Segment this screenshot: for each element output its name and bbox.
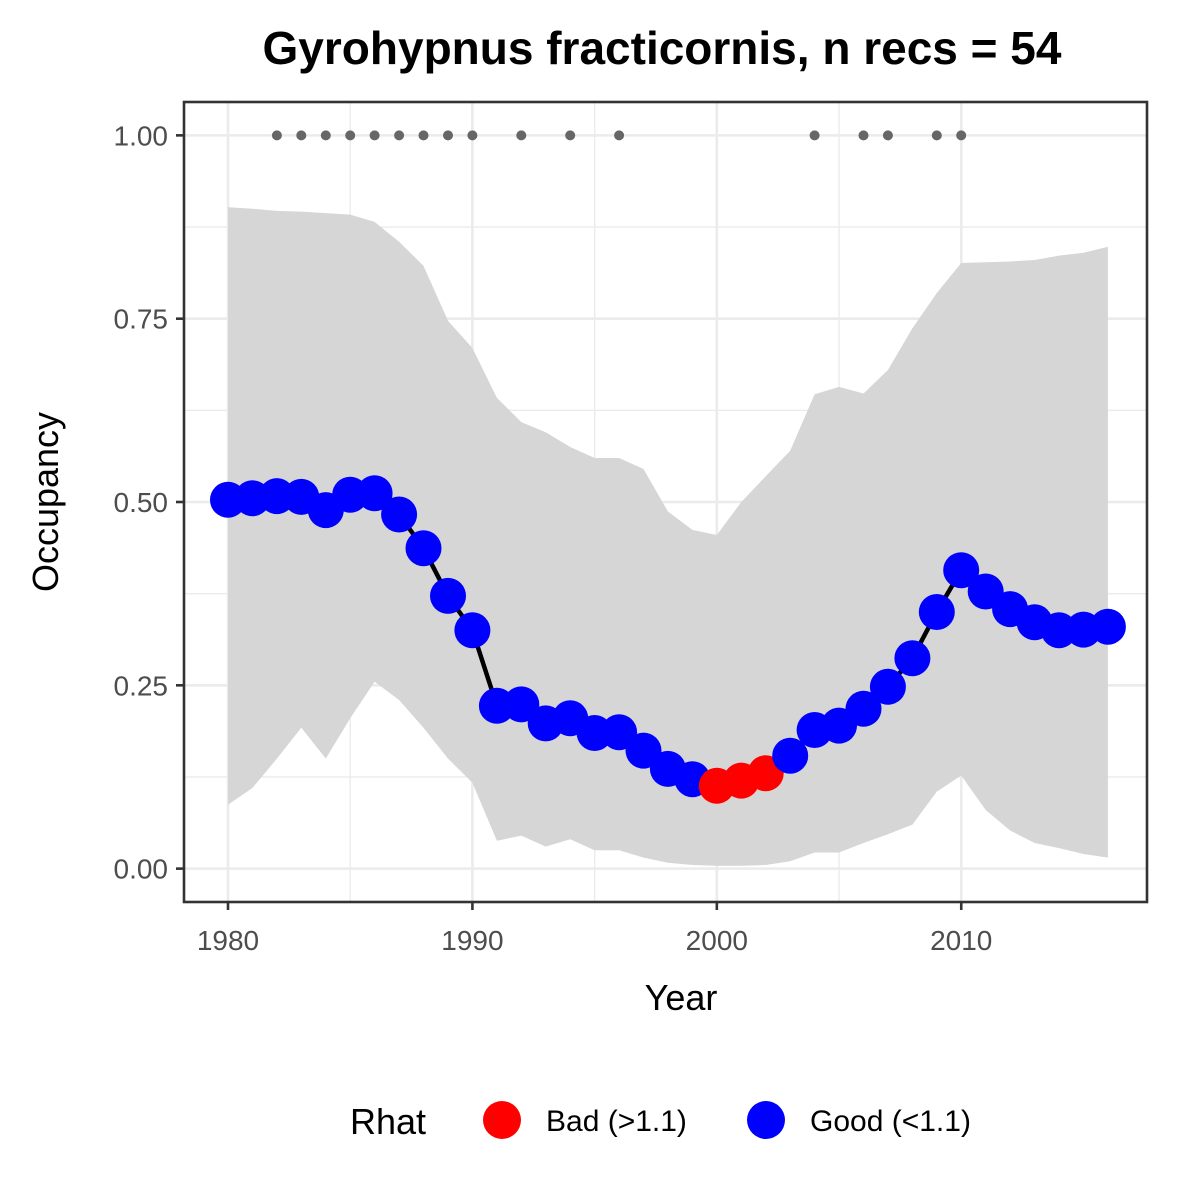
record-dot	[565, 130, 576, 141]
data-point-good	[845, 690, 882, 727]
record-dot	[809, 130, 820, 141]
record-dot	[956, 130, 967, 141]
data-point-good	[381, 496, 418, 533]
x-axis: 1980 1990 2000 2010	[197, 902, 992, 956]
data-point-good	[454, 612, 491, 649]
legend-bad-label: Bad (>1.1)	[546, 1105, 687, 1138]
data-point-good	[601, 714, 638, 751]
record-dot	[345, 130, 356, 141]
y-axis: 0.00 0.25 0.50 0.75 1.00	[114, 120, 184, 885]
legend-title: Rhat	[350, 1101, 426, 1142]
record-dot	[614, 130, 625, 141]
record-dot	[516, 130, 527, 141]
legend: Rhat Bad (>1.1) Good (<1.1)	[350, 1101, 971, 1142]
record-dot	[858, 130, 869, 141]
data-point-good	[918, 594, 955, 630]
record-dot	[394, 130, 405, 141]
record-dot	[296, 130, 307, 141]
data-point-good	[405, 530, 442, 567]
record-dot	[931, 130, 942, 141]
data-point-good	[894, 640, 931, 677]
record-dot	[271, 130, 282, 141]
x-axis-title: Year	[645, 977, 718, 1018]
legend-bad-key	[483, 1101, 521, 1139]
x-tick-label: 2000	[686, 925, 748, 956]
data-point-good	[503, 686, 540, 723]
legend-good-key	[747, 1101, 785, 1139]
y-tick-label: 0.75	[114, 304, 169, 335]
y-tick-label: 0.50	[114, 487, 169, 518]
record-dot	[882, 130, 893, 141]
record-dot	[443, 130, 453, 141]
record-dot	[467, 130, 478, 141]
x-tick-label: 1990	[441, 925, 503, 956]
x-tick-label: 2010	[930, 925, 992, 956]
data-point-good	[1089, 608, 1126, 645]
record-dot	[369, 130, 380, 141]
data-point-good	[869, 668, 906, 705]
x-tick-label: 1980	[197, 925, 259, 956]
y-tick-label: 0.25	[114, 670, 169, 701]
occupancy-points	[210, 475, 1126, 804]
y-tick-label: 1.00	[114, 120, 169, 151]
data-point-good	[772, 737, 809, 774]
y-tick-label: 0.00	[114, 854, 169, 885]
chart-title: Gyrohypnus fracticornis, n recs = 54	[263, 22, 1062, 74]
record-dot	[418, 130, 429, 141]
data-point-good	[943, 552, 980, 589]
data-point-good	[356, 475, 393, 512]
record-dots	[271, 130, 967, 141]
data-point-good	[430, 577, 466, 614]
y-axis-title: Occupancy	[25, 412, 66, 592]
record-dot	[320, 130, 331, 141]
legend-good-label: Good (<1.1)	[810, 1105, 971, 1138]
